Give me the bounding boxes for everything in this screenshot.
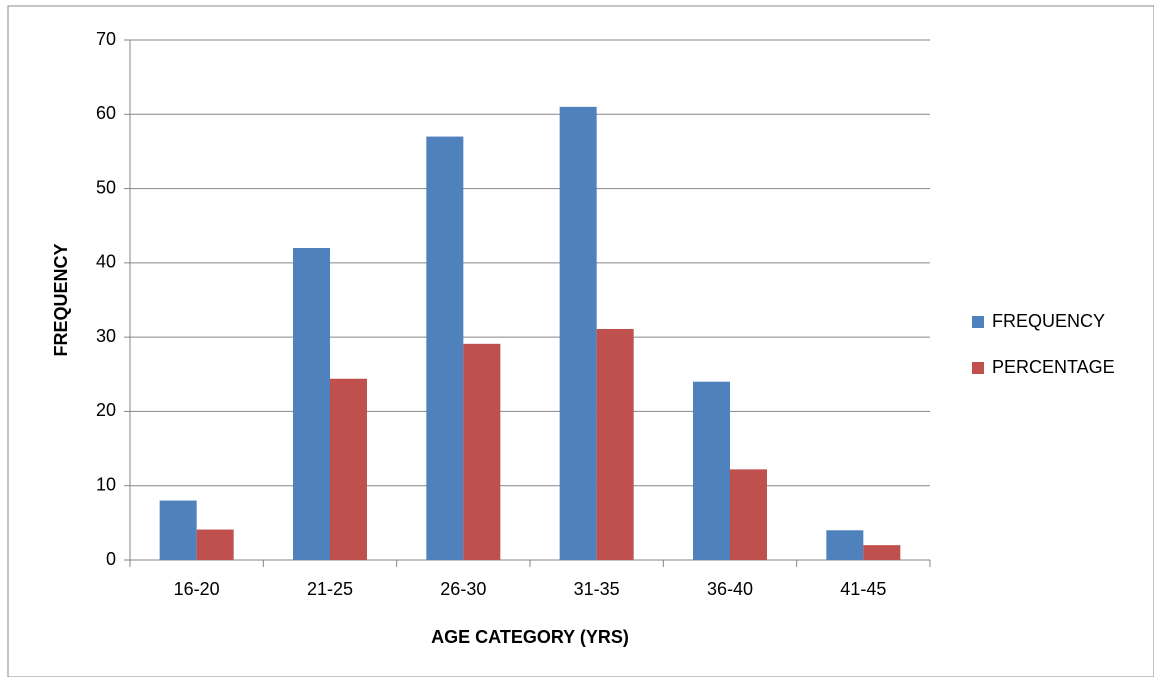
y-tick-label: 0 <box>106 549 116 569</box>
bar <box>426 136 464 561</box>
x-tick-label: 26-30 <box>440 579 486 599</box>
y-axis-title: FREQUENCY <box>51 243 71 356</box>
x-tick-label: 21-25 <box>307 579 353 599</box>
bar <box>463 343 501 560</box>
x-tick-label: 41-45 <box>840 579 886 599</box>
y-tick-label: 40 <box>96 252 116 272</box>
bar <box>730 469 767 560</box>
y-tick-label: 20 <box>96 400 116 420</box>
bar <box>159 500 197 560</box>
bar <box>596 328 634 560</box>
y-tick-label: 10 <box>96 474 116 494</box>
x-tick-label: 36-40 <box>707 579 753 599</box>
bar <box>826 530 864 560</box>
legend-swatch <box>972 362 984 374</box>
x-axis-title: AGE CATEGORY (YRS) <box>431 627 629 647</box>
y-tick-label: 70 <box>96 29 116 49</box>
legend-label: PERCENTAGE <box>992 357 1115 377</box>
y-tick-label: 50 <box>96 177 116 197</box>
bar <box>330 378 367 560</box>
bar <box>559 106 597 560</box>
y-tick-label: 60 <box>96 103 116 123</box>
legend-label: FREQUENCY <box>992 311 1105 331</box>
y-tick-label: 30 <box>96 326 116 346</box>
x-tick-label: 31-35 <box>574 579 620 599</box>
bar <box>293 248 330 560</box>
bar <box>196 529 234 560</box>
bar <box>863 545 901 560</box>
legend-swatch <box>972 316 984 328</box>
x-tick-label: 16-20 <box>174 579 220 599</box>
bar <box>693 381 730 560</box>
